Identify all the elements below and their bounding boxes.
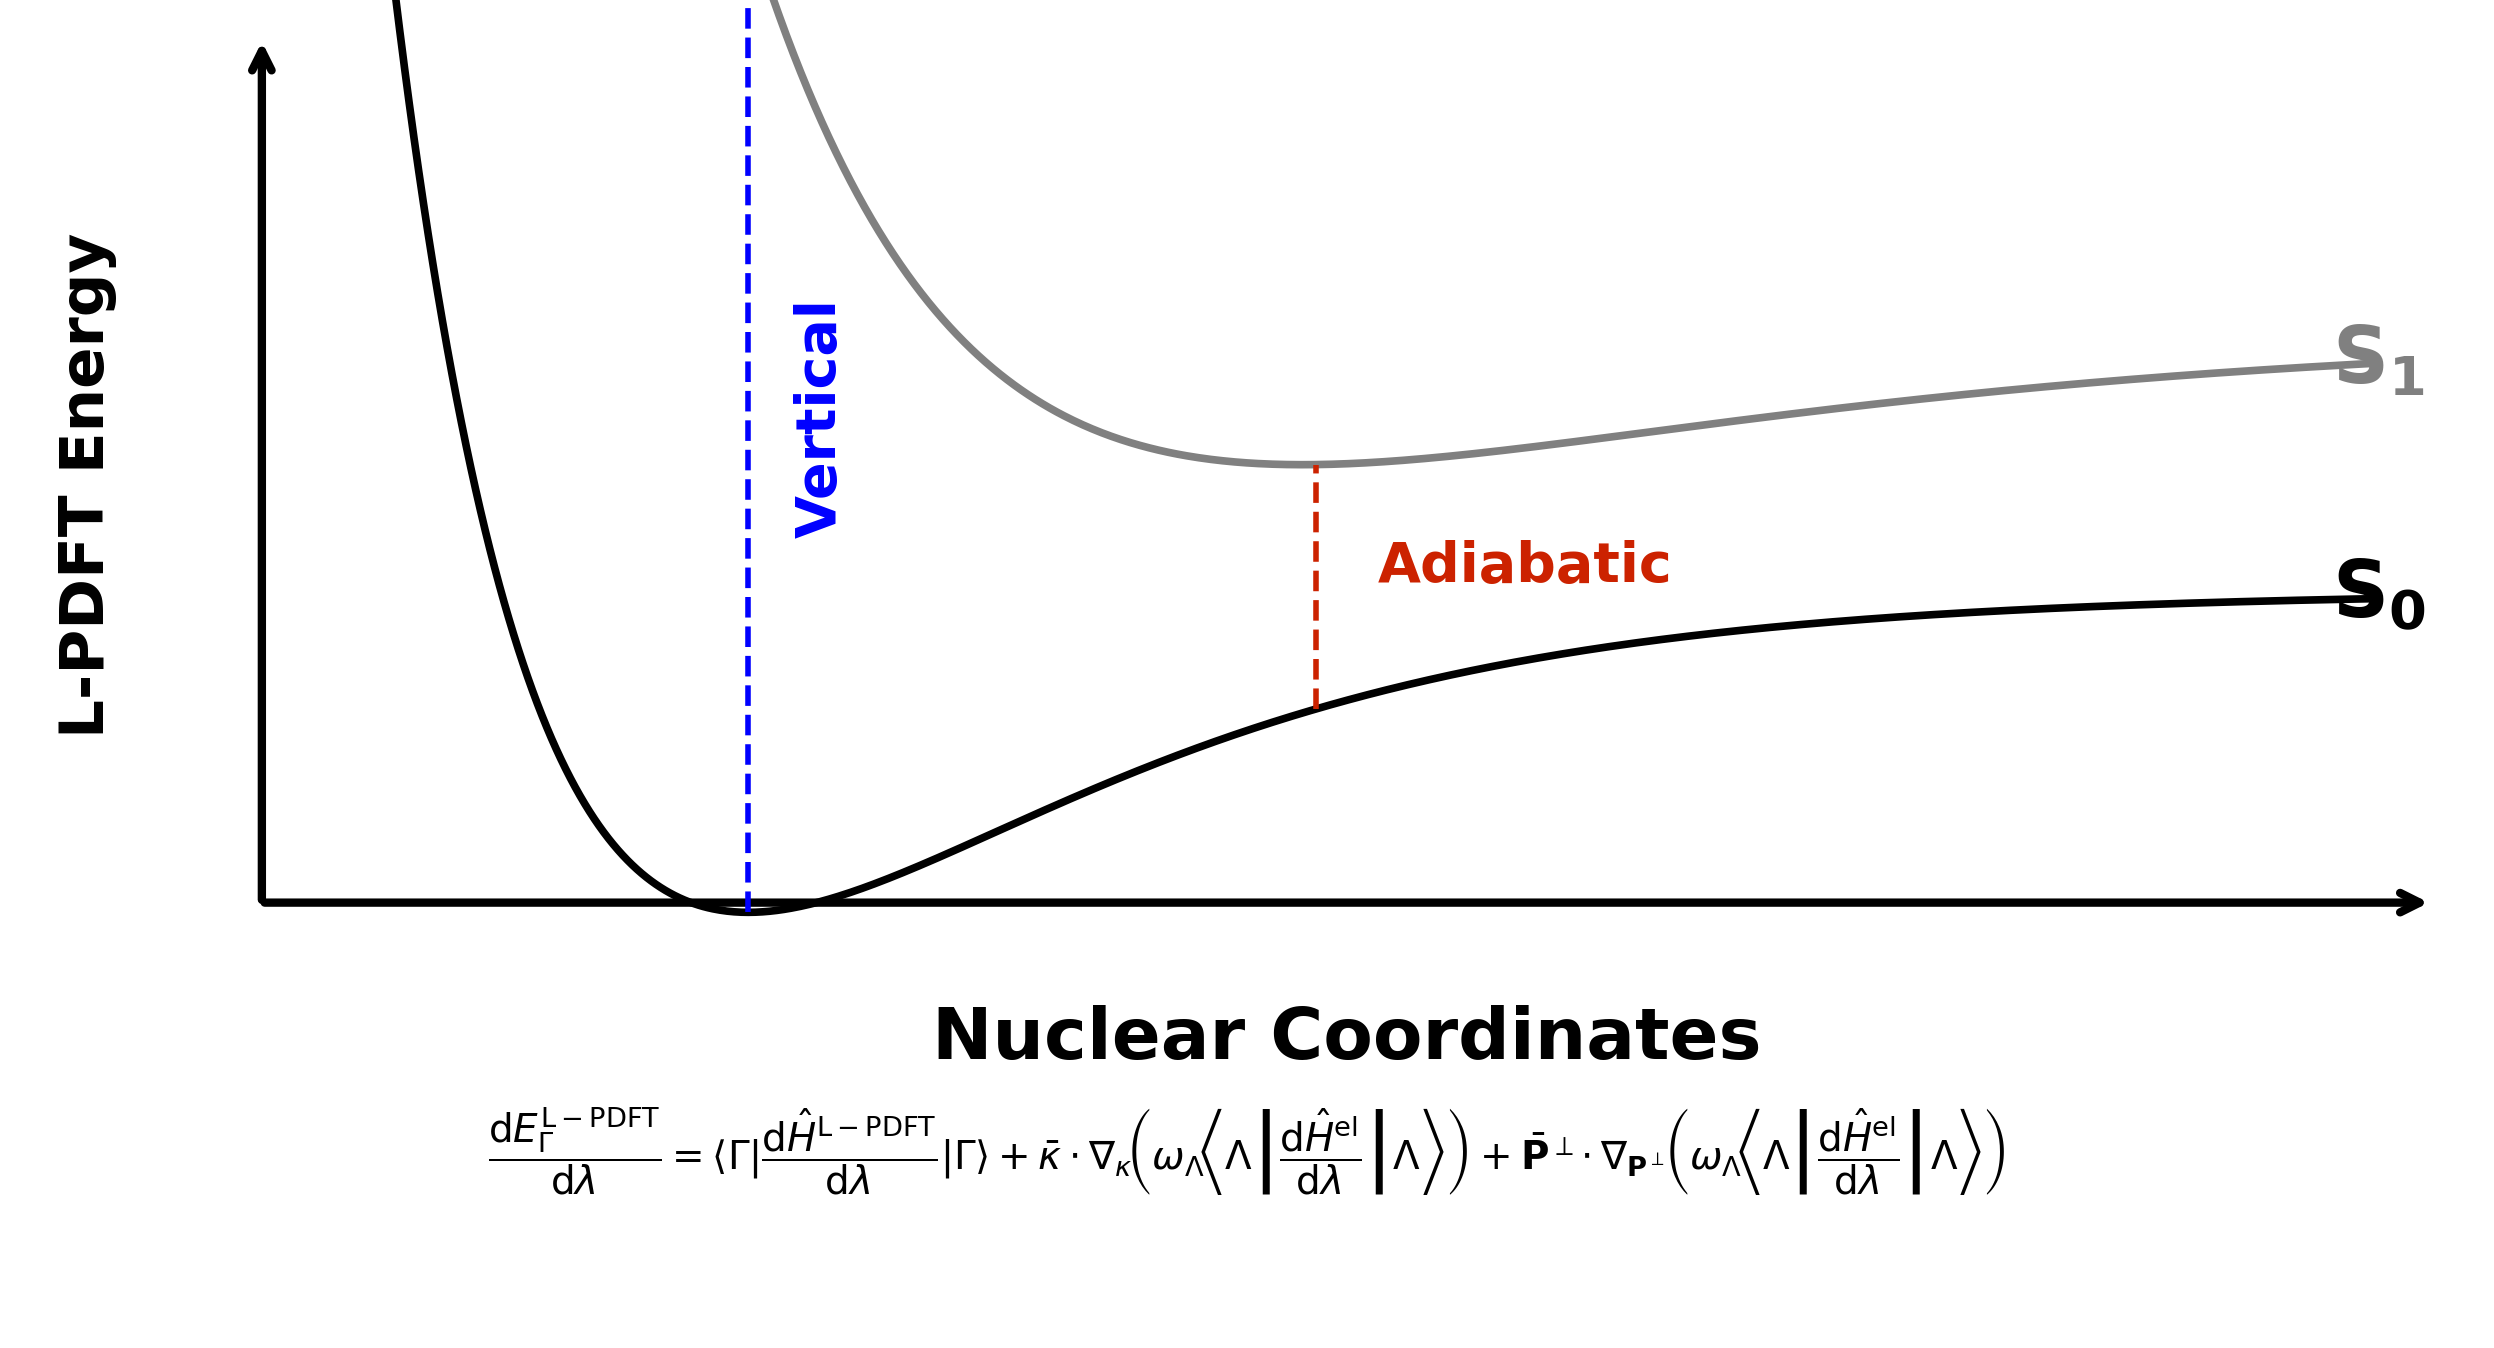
Text: Vertical: Vertical: [793, 298, 848, 538]
Text: $\mathbf{S_0}$: $\mathbf{S_0}$: [2332, 557, 2427, 634]
Text: Adiabatic: Adiabatic: [1379, 541, 1673, 594]
Text: Nuclear Coordinates: Nuclear Coordinates: [933, 1004, 1761, 1073]
Text: $\dfrac{\mathrm{d}E_{\Gamma}^{\mathrm{L-PDFT}}}{\mathrm{d}\lambda}= \langle\Gamm: $\dfrac{\mathrm{d}E_{\Gamma}^{\mathrm{L-…: [489, 1105, 2005, 1198]
Text: $\mathbf{S_1}$: $\mathbf{S_1}$: [2332, 324, 2424, 399]
Text: L-PDFT Energy: L-PDFT Energy: [57, 233, 117, 737]
